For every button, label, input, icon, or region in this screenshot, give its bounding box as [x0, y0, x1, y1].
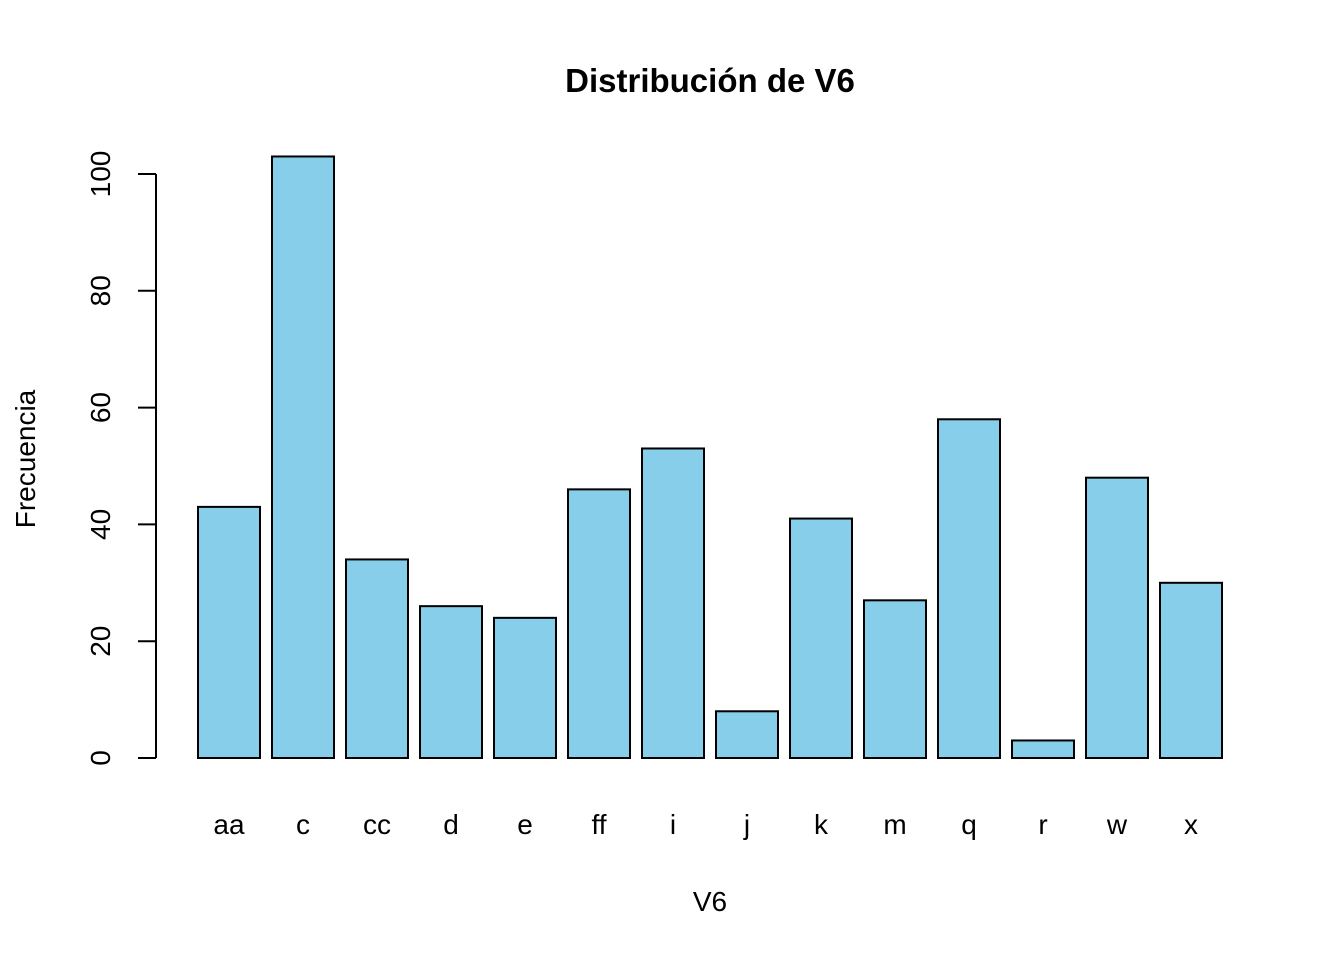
x-tick-label-e: e — [517, 809, 533, 840]
chart-title: Distribución de V6 — [565, 62, 855, 99]
y-tick-label: 20 — [85, 626, 116, 657]
y-tick-label: 60 — [85, 392, 116, 423]
x-tick-label-i: i — [670, 809, 676, 840]
y-axis: 0 20 40 60 80 100 — [85, 151, 157, 766]
x-tick-label-r: r — [1038, 809, 1047, 840]
y-tick-label: 100 — [85, 151, 116, 198]
x-tick-label-cc: cc — [363, 809, 391, 840]
bar-x — [1159, 581, 1223, 759]
bars-group — [197, 155, 1223, 760]
bar-i — [641, 447, 705, 759]
bar-d — [419, 605, 483, 759]
x-tick-label-q: q — [961, 809, 977, 840]
bar-ff — [567, 488, 631, 759]
bar-c — [271, 155, 335, 760]
bar-r — [1011, 739, 1075, 759]
x-tick-label-w: w — [1106, 809, 1128, 840]
x-tick-label-k: k — [814, 809, 829, 840]
y-axis-label: Frecuencia — [10, 389, 41, 528]
x-tick-label-c: c — [296, 809, 310, 840]
x-tick-label-m: m — [883, 809, 906, 840]
y-tick-label: 80 — [85, 275, 116, 306]
bar-cc — [345, 558, 409, 759]
x-tick-label-j: j — [743, 809, 750, 840]
x-tick-labels: aa c cc d e ff i j k m q r w x — [213, 809, 1198, 840]
y-tick-label: 0 — [85, 750, 116, 766]
x-tick-label-aa: aa — [213, 809, 245, 840]
bar-q — [937, 418, 1001, 759]
bar-e — [493, 616, 557, 760]
x-tick-label-x: x — [1184, 809, 1198, 840]
bar-w — [1085, 476, 1149, 759]
bar-aa — [197, 505, 261, 759]
bar-m — [863, 599, 927, 759]
x-tick-label-ff: ff — [591, 809, 606, 840]
x-axis-label: V6 — [693, 886, 727, 917]
x-tick-label-d: d — [443, 809, 459, 840]
bar-j — [715, 710, 779, 760]
bar-k — [789, 517, 853, 759]
y-tick-label: 40 — [85, 509, 116, 540]
